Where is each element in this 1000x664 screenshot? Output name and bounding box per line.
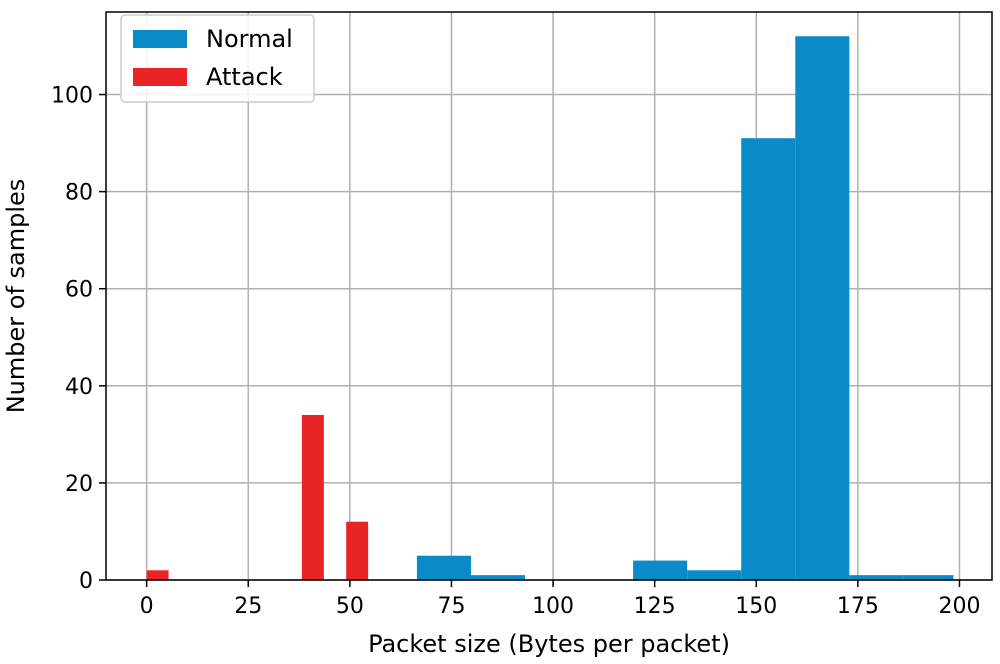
y-tick-label: 0 bbox=[79, 569, 93, 594]
bar-attack bbox=[346, 521, 369, 580]
y-tick-label: 80 bbox=[65, 181, 93, 206]
bar-normal bbox=[633, 560, 688, 580]
x-tick-label: 175 bbox=[837, 594, 879, 619]
bar-normal bbox=[687, 570, 742, 580]
y-axis-label: Number of samples bbox=[2, 179, 30, 414]
x-tick-label: 125 bbox=[634, 594, 676, 619]
plot-frame bbox=[105, 11, 993, 581]
bar-normal bbox=[741, 138, 796, 580]
bar-normal bbox=[903, 575, 954, 580]
x-tick-label: 150 bbox=[735, 594, 777, 619]
legend: Normal Attack bbox=[120, 14, 315, 103]
y-tick-label: 40 bbox=[65, 375, 93, 400]
y-tick-label: 60 bbox=[65, 278, 93, 303]
legend-label-attack: Attack bbox=[206, 63, 283, 91]
x-tick-label: 25 bbox=[234, 594, 262, 619]
y-tick-label: 20 bbox=[65, 472, 93, 497]
x-tick-label: 100 bbox=[532, 594, 574, 619]
bar-normal bbox=[849, 575, 904, 580]
ticks: 0 25 50 75 100 125 150 175 200 0 20 40 60 80 100 bbox=[51, 84, 980, 619]
legend-swatch-normal bbox=[133, 30, 187, 48]
bars bbox=[146, 36, 954, 581]
bar-normal bbox=[795, 36, 850, 581]
x-tick-label: 200 bbox=[938, 594, 980, 619]
bar-normal bbox=[470, 575, 526, 580]
legend-swatch-attack bbox=[133, 68, 187, 86]
x-tick-label: 0 bbox=[140, 594, 154, 619]
x-tick-label: 50 bbox=[336, 594, 364, 619]
x-axis-label: Packet size (Bytes per packet) bbox=[368, 630, 730, 658]
bar-attack bbox=[301, 414, 324, 580]
x-tick-label: 75 bbox=[437, 594, 465, 619]
y-tick-label: 100 bbox=[51, 84, 93, 109]
bar-attack bbox=[146, 570, 169, 580]
bar-normal bbox=[416, 555, 471, 580]
legend-label-normal: Normal bbox=[206, 25, 293, 53]
